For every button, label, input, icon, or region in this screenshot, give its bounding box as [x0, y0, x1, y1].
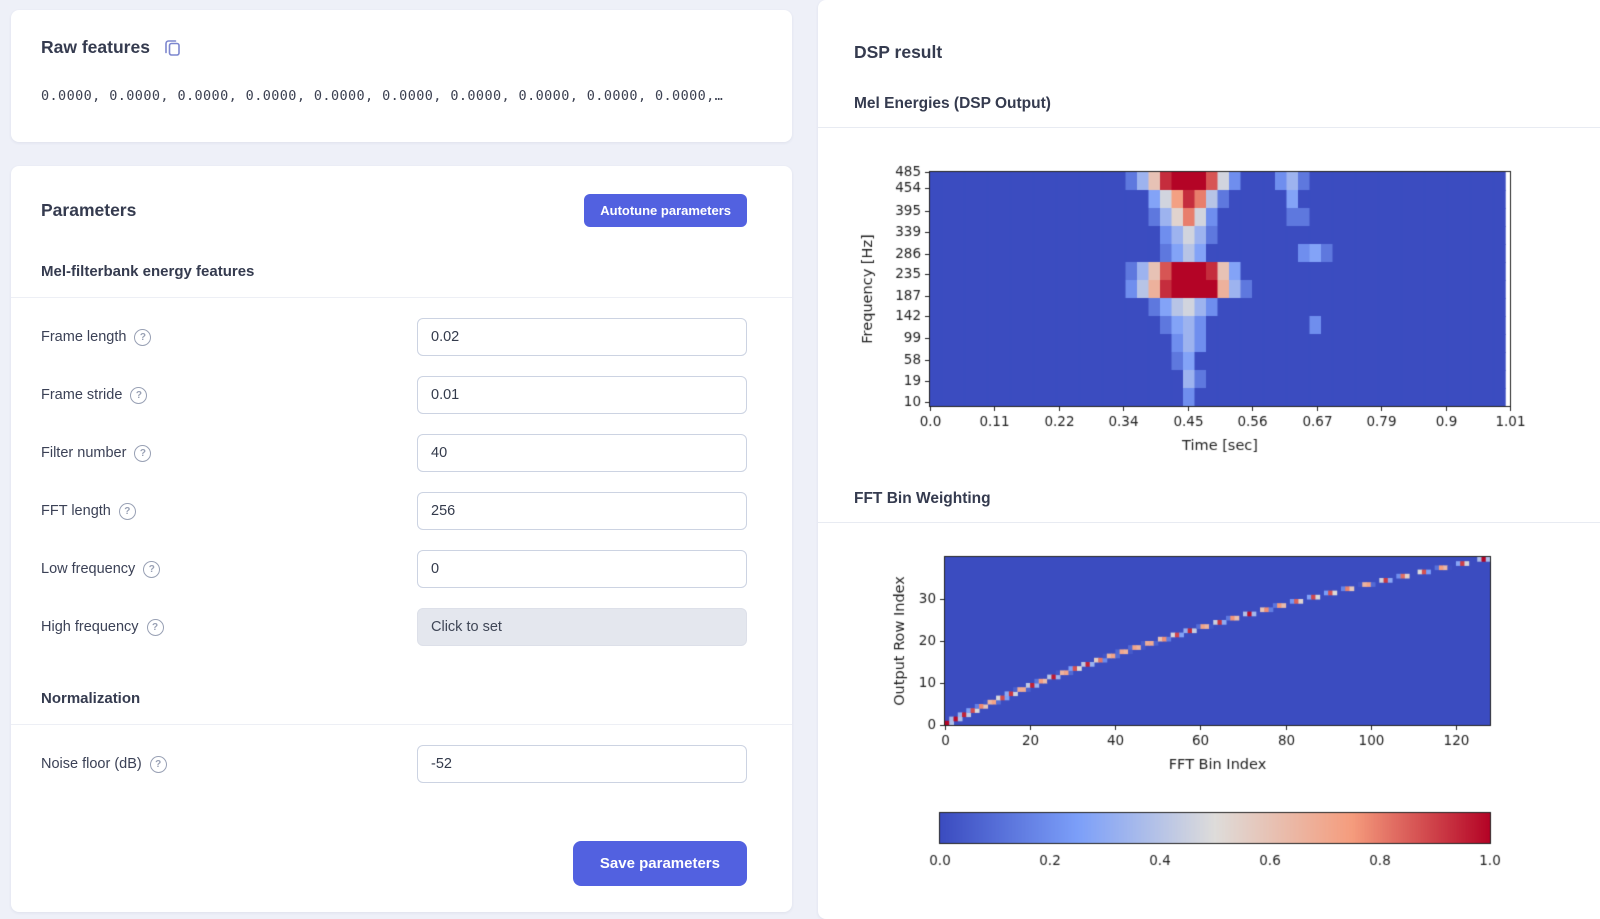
- save-parameters-button[interactable]: Save parameters: [572, 841, 747, 886]
- frame-length-input[interactable]: [417, 318, 747, 356]
- raw-features-card: Raw features 0.0000, 0.0000, 0.0000, 0.0…: [11, 10, 792, 142]
- dsp-result-panel: DSP result Mel Energies (DSP Output) FFT…: [818, 0, 1600, 919]
- help-icon[interactable]: ?: [146, 618, 164, 636]
- field-row-low-frequency: Low frequency ?: [41, 550, 747, 588]
- help-icon[interactable]: ?: [143, 560, 161, 578]
- parameters-title: Parameters: [41, 200, 137, 220]
- noise-floor-input[interactable]: [417, 745, 747, 783]
- help-icon[interactable]: ?: [134, 328, 152, 346]
- high-frequency-label: High frequency: [41, 619, 139, 635]
- mel-energies-chart: [830, 158, 1530, 458]
- help-icon[interactable]: ?: [134, 444, 152, 462]
- help-icon[interactable]: ?: [130, 386, 148, 404]
- noise-floor-label: Noise floor (dB): [41, 756, 142, 772]
- mel-energies-heading: Mel Energies (DSP Output): [818, 63, 1600, 128]
- high-frequency-input[interactable]: [417, 608, 747, 646]
- colorbar: [830, 809, 1530, 873]
- help-icon[interactable]: ?: [149, 755, 167, 773]
- filter-number-input[interactable]: [417, 434, 747, 472]
- dsp-result-title: DSP result: [854, 42, 943, 62]
- filter-number-label: Filter number: [41, 445, 127, 461]
- fft-length-input[interactable]: [417, 492, 747, 530]
- left-column: Raw features 0.0000, 0.0000, 0.0000, 0.0…: [11, 10, 792, 912]
- raw-features-header: Raw features: [41, 37, 762, 58]
- help-icon[interactable]: ?: [118, 502, 136, 520]
- frame-stride-input[interactable]: [417, 376, 747, 414]
- raw-features-values: 0.0000, 0.0000, 0.0000, 0.0000, 0.0000, …: [41, 88, 724, 104]
- parameters-header: Parameters Autotune parameters: [41, 194, 747, 227]
- frame-stride-label: Frame stride: [41, 387, 123, 403]
- section-normalization-heading: Normalization: [11, 690, 792, 725]
- low-frequency-input[interactable]: [417, 550, 747, 588]
- parameters-card: Parameters Autotune parameters Mel-filte…: [11, 166, 792, 912]
- copy-icon[interactable]: [164, 38, 181, 57]
- field-row-fft-length: FFT length ?: [41, 492, 747, 530]
- field-row-frame-length: Frame length ?: [41, 318, 747, 356]
- field-row-frame-stride: Frame stride ?: [41, 376, 747, 414]
- raw-features-title: Raw features: [41, 37, 150, 57]
- low-frequency-label: Low frequency: [41, 561, 136, 577]
- fft-length-label: FFT length: [41, 503, 111, 519]
- fft-bin-weighting-chart: [830, 547, 1530, 779]
- section-mel-filterbank-heading: Mel-filterbank energy features: [11, 263, 792, 298]
- autotune-parameters-button[interactable]: Autotune parameters: [584, 194, 747, 227]
- save-row: Save parameters: [41, 841, 747, 886]
- field-row-filter-number: Filter number ?: [41, 434, 747, 472]
- field-row-high-frequency: High frequency ?: [41, 608, 747, 646]
- fft-bin-weighting-heading: FFT Bin Weighting: [818, 458, 1600, 523]
- frame-length-label: Frame length: [41, 329, 127, 345]
- field-row-noise-floor: Noise floor (dB) ?: [41, 745, 747, 783]
